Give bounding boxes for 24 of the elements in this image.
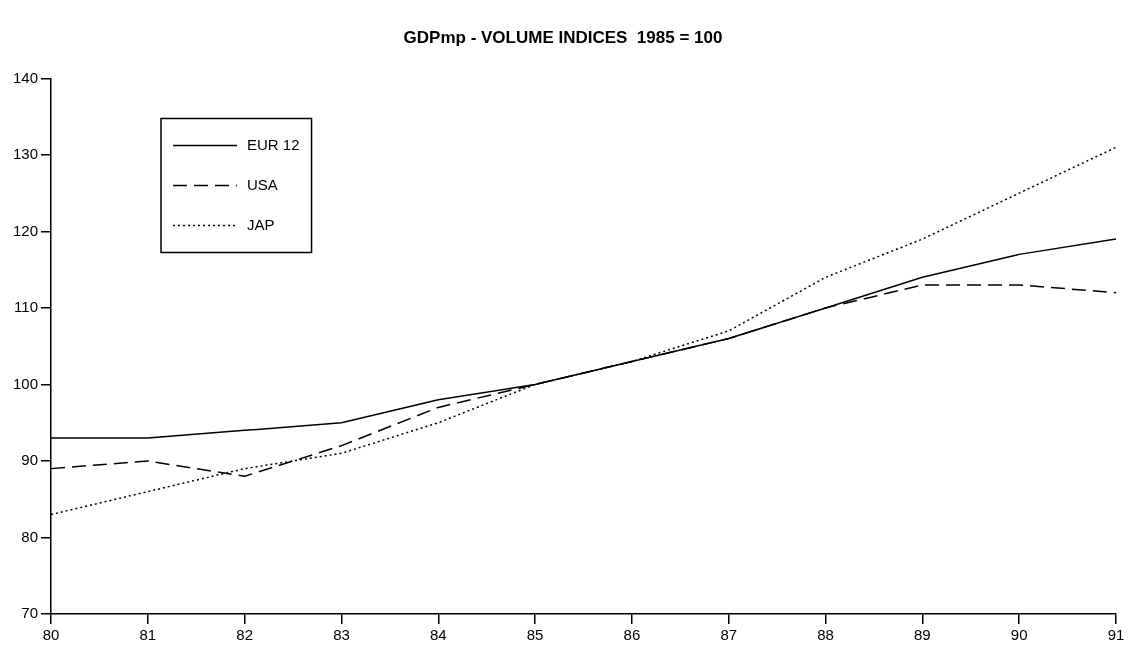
x-tick-label: 81: [139, 626, 157, 644]
y-tick-label: 90: [21, 451, 39, 469]
legend-label: USA: [247, 175, 278, 193]
legend-label: EUR 12: [247, 135, 300, 153]
y-tick-label: 130: [13, 145, 39, 163]
x-tick-label: 87: [720, 626, 738, 644]
y-tick-label: 70: [21, 604, 39, 622]
x-tick-label: 88: [817, 626, 834, 644]
x-tick-label: 89: [914, 626, 931, 644]
y-tick-label: 110: [14, 298, 39, 316]
x-tick-label: 83: [333, 626, 350, 644]
y-tick-label: 140: [13, 68, 39, 86]
legend-label: JAP: [247, 215, 275, 233]
x-tick-label: 80: [42, 626, 60, 644]
chart-title: GDPmp - VOLUME INDICES 1985 = 100: [403, 27, 723, 47]
x-tick-label: 91: [1107, 626, 1125, 644]
x-tick-label: 90: [1010, 626, 1028, 644]
x-tick-label: 85: [526, 626, 544, 644]
y-tick-label: 100: [13, 374, 39, 392]
y-tick-label: 80: [21, 527, 39, 545]
x-tick-label: 82: [236, 626, 253, 644]
x-tick-label: 84: [429, 626, 447, 644]
y-tick-label: 120: [13, 221, 39, 239]
x-tick-label: 86: [623, 626, 641, 644]
